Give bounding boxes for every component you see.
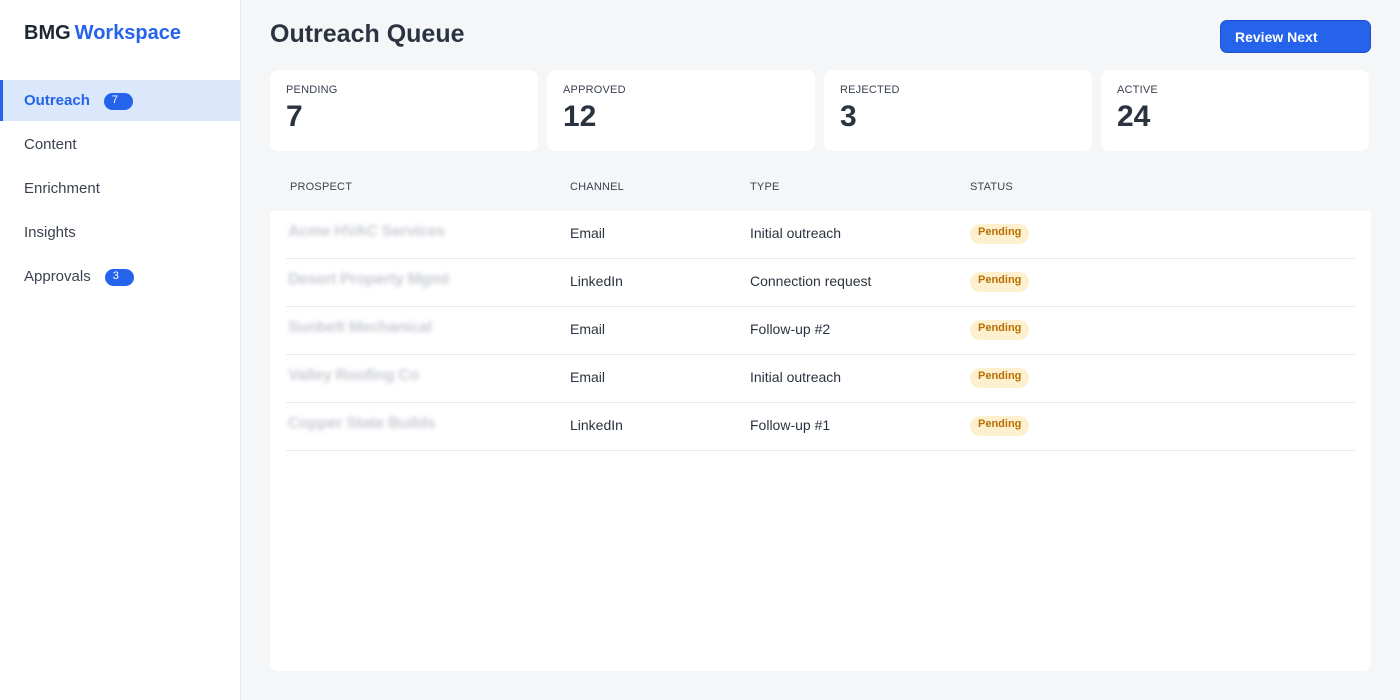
stat-label: APPROVED <box>563 84 626 96</box>
sidebar-item-label: Content <box>24 136 77 153</box>
sidebar-item-insights[interactable]: Insights <box>0 212 240 253</box>
brand-accent: Workspace <box>74 22 182 44</box>
channel-cell: LinkedIn <box>570 273 623 289</box>
sidebar-item-label: Approvals <box>24 268 91 285</box>
channel-cell: Email <box>570 225 606 241</box>
sidebar-item-label: Enrichment <box>24 180 100 197</box>
table-row[interactable]: Desert Property Mgmt LinkedIn Connection… <box>286 259 1355 307</box>
count-badge: 3 <box>104 269 134 286</box>
status-badge: Pending <box>970 224 1030 244</box>
outreach-table: PROSPECT CHANNEL TYPE STATUS Acme HVAC S… <box>270 163 1371 671</box>
status-badge: Pending <box>970 320 1030 340</box>
table-body: Acme HVAC Services Email Initial outreac… <box>270 211 1371 671</box>
channel-cell: Email <box>570 369 606 385</box>
table-row[interactable]: Copper State Builds LinkedIn Follow-up #… <box>286 403 1355 451</box>
stat-label: PENDING <box>286 84 338 96</box>
sidebar-item-enrichment[interactable]: Enrichment <box>0 168 240 209</box>
brand-name: BMG <box>24 22 71 44</box>
stat-card-pending: PENDING 7 <box>270 70 538 151</box>
channel-cell: LinkedIn <box>570 417 623 433</box>
stat-label: REJECTED <box>840 84 900 96</box>
table-header: PROSPECT CHANNEL TYPE STATUS <box>270 163 1371 211</box>
sidebar: BMG Workspace Outreach 7 Content Enrichme… <box>0 0 241 700</box>
count-badge: 7 <box>103 93 133 110</box>
prospect-name: Sunbelt Mechanical <box>288 319 432 336</box>
prospect-name: Acme HVAC Services <box>288 223 446 240</box>
type-cell: Initial outreach <box>750 369 842 385</box>
status-badge: Pending <box>970 416 1030 436</box>
type-cell: Follow-up #1 <box>750 417 831 433</box>
prospect-name: Valley Roofing Co <box>288 367 419 384</box>
review-next-button[interactable]: Review Next <box>1220 20 1371 53</box>
stats-row: PENDING 7 APPROVED 12 REJECTED 3 ACTIVE … <box>270 70 1370 151</box>
channel-cell: Email <box>570 321 606 337</box>
stat-card-active: ACTIVE 24 <box>1101 70 1369 151</box>
table-row[interactable]: Valley Roofing Co Email Initial outreach… <box>286 355 1355 403</box>
sidebar-item-approvals[interactable]: Approvals 3 <box>0 256 240 297</box>
type-cell: Follow-up #2 <box>750 321 831 337</box>
column-header-prospect[interactable]: PROSPECT <box>290 181 353 193</box>
status-badge: Pending <box>970 272 1030 292</box>
sidebar-item-label: Outreach <box>24 92 90 109</box>
sidebar-item-outreach[interactable]: Outreach 7 <box>0 80 240 121</box>
sidebar-nav: Outreach 7 Content Enrichment Insights A… <box>0 80 240 300</box>
column-header-channel[interactable]: CHANNEL <box>570 181 624 193</box>
stat-label: ACTIVE <box>1117 84 1158 96</box>
stat-value: 12 <box>563 100 597 133</box>
status-badge: Pending <box>970 368 1030 388</box>
stat-card-rejected: REJECTED 3 <box>824 70 1092 151</box>
table-row[interactable]: Acme HVAC Services Email Initial outreac… <box>286 211 1355 259</box>
sidebar-item-content[interactable]: Content <box>0 124 240 165</box>
prospect-name: Desert Property Mgmt <box>288 271 450 288</box>
sidebar-item-label: Insights <box>24 224 76 241</box>
prospect-name: Copper State Builds <box>288 415 436 432</box>
brand-logo[interactable]: BMG Workspace <box>24 22 181 45</box>
column-header-status[interactable]: STATUS <box>970 181 1013 193</box>
stat-value: 3 <box>840 100 857 133</box>
type-cell: Initial outreach <box>750 225 842 241</box>
column-header-type[interactable]: TYPE <box>750 181 780 193</box>
table-row[interactable]: Sunbelt Mechanical Email Follow-up #2 Pe… <box>286 307 1355 355</box>
stat-value: 24 <box>1117 100 1151 133</box>
type-cell: Connection request <box>750 273 872 289</box>
stat-value: 7 <box>286 100 303 133</box>
stat-card-approved: APPROVED 12 <box>547 70 815 151</box>
page-title: Outreach Queue <box>270 20 465 48</box>
